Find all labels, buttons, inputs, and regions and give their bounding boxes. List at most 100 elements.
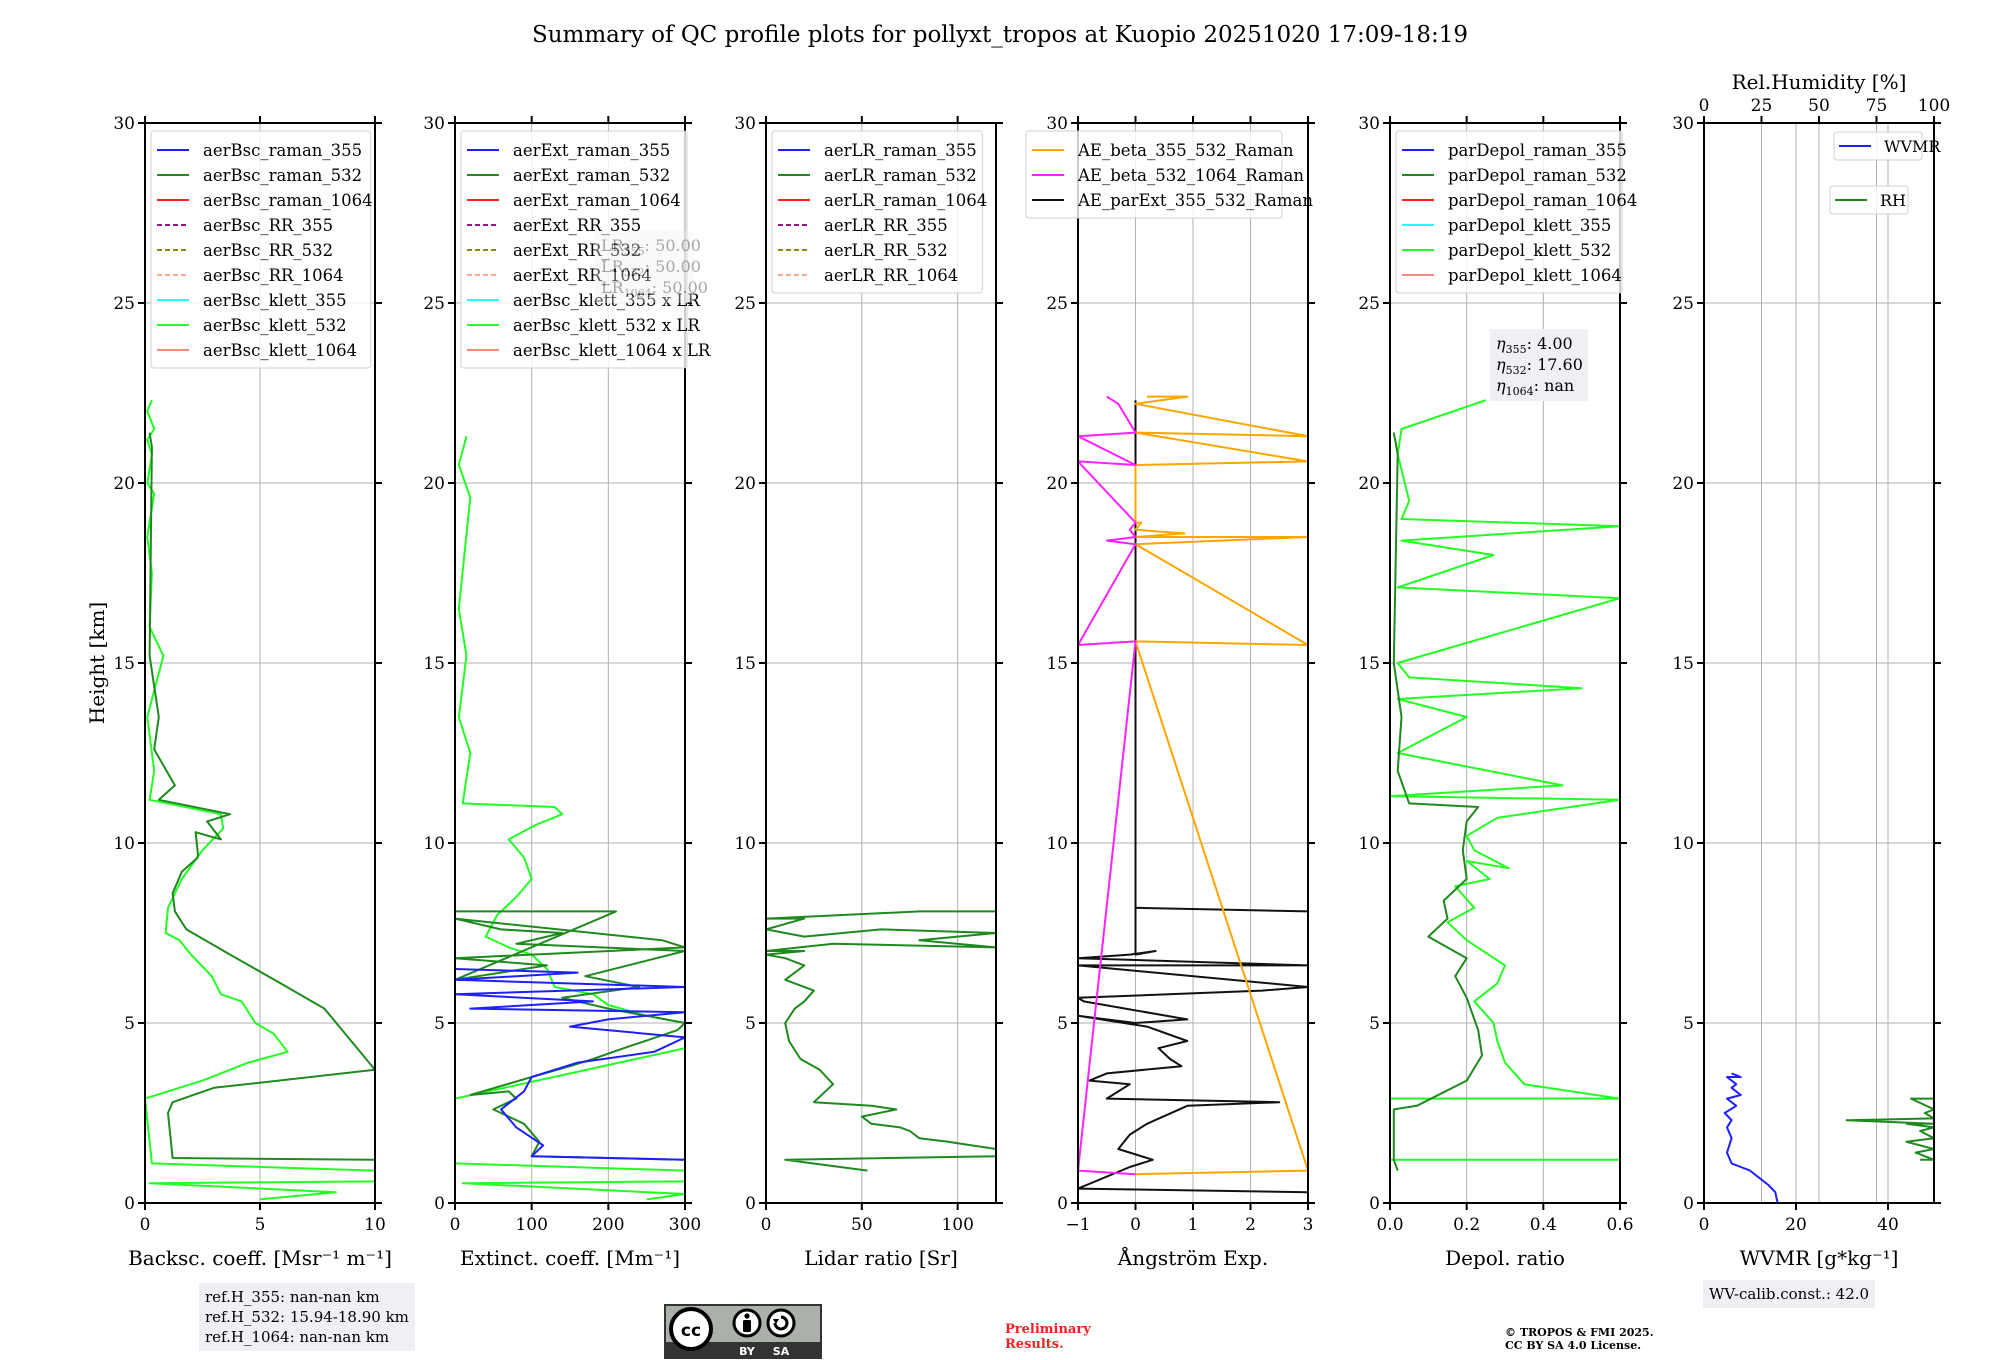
legend-box: [1025, 130, 1283, 219]
legend-box: [1395, 130, 1623, 294]
x-tick-label: 0: [761, 1215, 772, 1235]
y-tick-label: 10: [113, 834, 135, 854]
y-tick-label: 25: [1672, 294, 1694, 314]
series-line-pardepol-raman-532: [1392, 432, 1483, 1171]
series-group: [766, 910, 996, 1172]
x-tick-label: 1: [1188, 1215, 1199, 1235]
legend: aerLR_raman_355 aerLR_raman_532 aerLR_rama…: [771, 130, 987, 294]
y-tick-label: 5: [745, 1014, 756, 1034]
sa-label: SA: [773, 1345, 790, 1358]
series-line-aerext-raman-355: [455, 968, 685, 1196]
y-tick-label: 25: [1358, 294, 1380, 314]
legend-label: parDepol_klett_355: [1448, 216, 1611, 235]
by-label: BY: [739, 1345, 756, 1358]
wv-calibration-box: WV-calib.const.: 42.0: [1703, 1280, 1876, 1308]
ref-height-355: ref.H_355: nan-nan km: [205, 1288, 380, 1306]
legend-label: aerExt_raman_1064: [513, 191, 681, 210]
x-tick-label: 50: [851, 1215, 873, 1235]
x2-tick-label: 0: [1699, 96, 1710, 116]
y-tick-label: 15: [423, 654, 445, 674]
x-tick-label: −1: [1065, 1215, 1090, 1235]
lidar-ratio-box-row: LR1064: 50.00: [601, 278, 708, 300]
legend-label: aerBsc_RR_532: [203, 241, 333, 260]
legend-label: parDepol_raman_1064: [1448, 191, 1637, 210]
legend-label: aerBsc_klett_355: [203, 291, 347, 310]
eta-calibration-box-row: η1064: nan: [1496, 376, 1574, 398]
y-tick-label: 5: [124, 1014, 135, 1034]
x-axis-label: Lidar ratio [Sr]: [804, 1246, 958, 1270]
legend-label: aerBsc_klett_1064 x LR: [513, 341, 711, 360]
legend-box: [771, 130, 983, 294]
legend-label: aerBsc_klett_532: [203, 316, 347, 335]
x-tick-label: 0.4: [1530, 1215, 1557, 1235]
eta-calibration-box-bg: [1490, 329, 1588, 401]
lidar-ratio-box-bg: [595, 231, 693, 303]
legend-label: aerLR_RR_532: [824, 241, 948, 260]
copyright-line-1: © TROPOS & FMI 2025.: [1505, 1326, 1654, 1339]
legend-label: aerBsc_RR_1064: [203, 266, 344, 285]
legend-label: WVMR: [1884, 137, 1941, 156]
y-tick-label: 30: [113, 114, 135, 134]
x-tick-label: 0: [1699, 1215, 1710, 1235]
x-tick-label: 300: [669, 1215, 701, 1235]
legend-label: aerBsc_raman_355: [203, 141, 362, 160]
wv-calibration-constant: WV-calib.const.: 42.0: [1709, 1285, 1870, 1303]
x-axis-label: Extinct. coeff. [Mm⁻¹]: [460, 1246, 680, 1270]
lidar-ratio-box-row: LR532: 50.00: [601, 257, 701, 279]
legend: aerBsc_raman_355 aerBsc_raman_532 aerBsc_r…: [150, 130, 373, 369]
x-tick-label: 0: [140, 1215, 151, 1235]
x-tick-label: 2: [1245, 1215, 1256, 1235]
x-tick-label: 10: [364, 1215, 386, 1235]
y-tick-label: 0: [1683, 1194, 1694, 1214]
preliminary-results-note: Preliminary Results.: [1005, 1322, 1091, 1352]
y-tick-label: 10: [1046, 834, 1068, 854]
panel-ext: 0 100 200 300 0 5 10 15 20 25 30 Extinct. coeff. [M…: [423, 114, 711, 1270]
x-tick-label: 0: [450, 1215, 461, 1235]
legend-label: aerLR_raman_1064: [824, 191, 987, 210]
legend-label: AE_parExt_355_532_Raman: [1077, 191, 1313, 210]
y-tick-label: 20: [113, 474, 135, 494]
legend-box: [1829, 185, 1909, 215]
x2-tick-label: 100: [1918, 96, 1950, 116]
series-group: [1723, 1072, 1934, 1203]
y-tick-label: 15: [1046, 654, 1068, 674]
panel-depol: 0.0 0.2 0.4 0.6 0 5 10 15 20 25 30 Depol. ratio parD…: [1358, 114, 1637, 1270]
y-tick-label: 5: [1057, 1014, 1068, 1034]
x-tick-label: 3: [1303, 1215, 1314, 1235]
series-line-pardepol-klett-532: [1390, 399, 1620, 1161]
legend-label: AE_beta_532_1064_Raman: [1077, 166, 1304, 185]
panel-lr: 0 50 100 0 5 10 15 20 25 30 Lidar ratio [Sr] aerLR_…: [734, 114, 1003, 1270]
y-tick-label: 30: [1672, 114, 1694, 134]
by-attribution-icon: [732, 1308, 762, 1338]
series-group: [1390, 399, 1620, 1171]
legend-label: parDepol_klett_1064: [1448, 266, 1622, 285]
panel-wv: 0 20 40 0 25 50 75 100 Rel.Humidity [%] 0 5 10 15 20 2…: [1672, 70, 1950, 1270]
legend-label: aerExt_RR_1064: [513, 266, 652, 285]
x-tick-label: 100: [515, 1215, 547, 1235]
sa-share-alike-icon: [766, 1308, 796, 1338]
y-tick-label: 15: [734, 654, 756, 674]
y-tick-label: 20: [1672, 474, 1694, 494]
series-group: [1078, 395, 1308, 1194]
legend-label: aerExt_raman_532: [513, 166, 670, 185]
ref-height-1064: ref.H_1064: nan-nan km: [205, 1328, 390, 1346]
series-line-wvmr: [1723, 1072, 1779, 1203]
legend-label: parDepol_raman_532: [1448, 166, 1627, 185]
legend-label: aerLR_RR_355: [824, 216, 948, 235]
series-line-aerbsc-raman-532: [148, 432, 375, 1161]
series-line-aerlr-raman-532: [766, 910, 996, 1172]
y-tick-label: 15: [113, 654, 135, 674]
x-tick-label: 20: [1785, 1215, 1807, 1235]
y-tick-label: 10: [734, 834, 756, 854]
series-line-rh: [1845, 1097, 1934, 1161]
series-line-aerbsc-klett-532-x-lr: [455, 435, 685, 1201]
y-tick-label: 20: [1358, 474, 1380, 494]
legend-label: aerLR_raman_355: [824, 141, 977, 160]
legend-label: aerBsc_raman_1064: [203, 191, 373, 210]
x2-axis-label: Rel.Humidity [%]: [1732, 70, 1907, 94]
legend-label: aerBsc_klett_355 x LR: [513, 291, 700, 310]
figure-title: Summary of QC profile plots for pollyxt_…: [531, 22, 1469, 48]
